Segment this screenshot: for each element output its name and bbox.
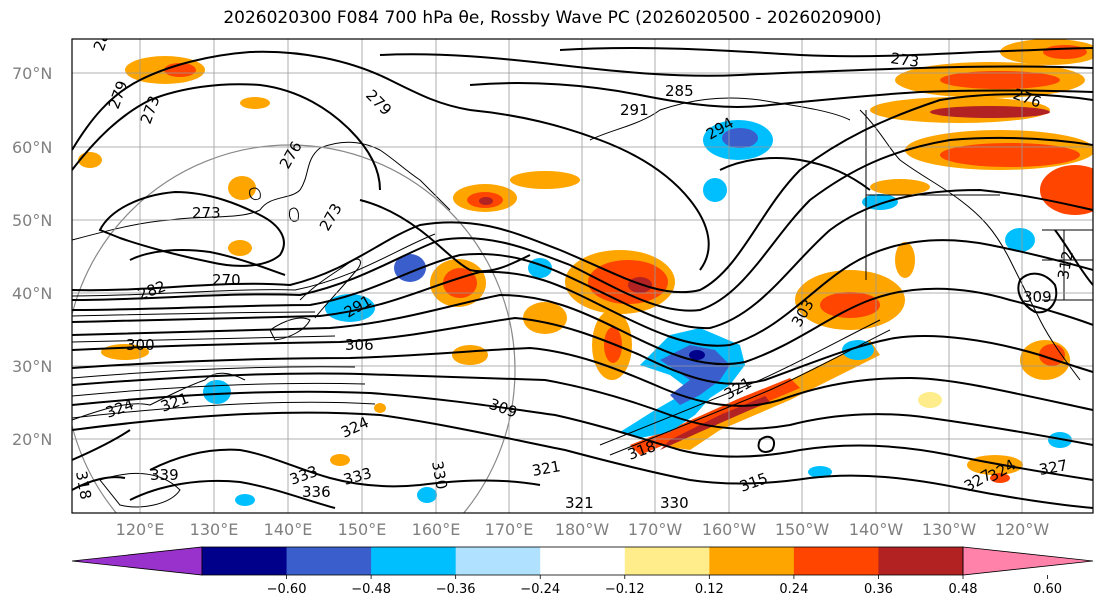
colorbar-extend-max xyxy=(962,546,1094,576)
colorbar-tick-label: 0.36 xyxy=(864,582,893,597)
lon-tick-label: 150°W xyxy=(775,520,830,539)
colorbar-tick-label: 0.60 xyxy=(1033,582,1062,597)
colorbar-segment xyxy=(793,547,879,575)
colorbar-tick-label: −0.24 xyxy=(520,582,560,597)
contour-label: 321 xyxy=(565,494,594,512)
colorbar-segment xyxy=(455,547,541,575)
colorbar-tick-label: −0.12 xyxy=(605,582,645,597)
colorbar-tick-label: 0.48 xyxy=(949,582,978,597)
lon-tick-label: 140°W xyxy=(849,520,904,539)
contour-label: 321 xyxy=(531,457,562,480)
contour-label: 309 xyxy=(1023,288,1052,306)
lon-tick-label: 180°W xyxy=(555,520,610,539)
lon-tick-label: 160°W xyxy=(702,520,757,539)
colorbar-extend-min xyxy=(71,546,203,576)
lat-tick-label: 40°N xyxy=(12,284,52,303)
coastlines xyxy=(72,97,1093,508)
lat-tick-label: 70°N xyxy=(12,64,52,83)
contour-label: 330 xyxy=(660,494,689,512)
anomaly-shading xyxy=(78,39,1093,506)
contour-label: 285 xyxy=(665,82,694,100)
lon-tick-label: 120°W xyxy=(995,520,1050,539)
colorbar-tick-label: −0.36 xyxy=(436,582,476,597)
lon-tick-label: 130°E xyxy=(190,520,239,539)
lon-tick-label: 130°W xyxy=(922,520,977,539)
map-frame xyxy=(71,38,1094,514)
lat-tick-label: 20°N xyxy=(12,430,52,449)
map-plot-area: 279 285 273 276 273 279 285 291 294 273 … xyxy=(72,39,1093,513)
colorbar-segment xyxy=(540,547,626,575)
contour-label: 270 xyxy=(212,271,241,289)
graticule xyxy=(72,39,1093,513)
theta-e-contours xyxy=(72,46,1093,509)
lat-tick-label: 60°N xyxy=(12,138,52,157)
colorbar: −0.60 −0.48 −0.36 −0.24 −0.12 0.12 0.24 0.36 0.4… xyxy=(71,546,1094,597)
colorbar-segment xyxy=(624,547,710,575)
contour-label: 273 xyxy=(889,49,920,71)
contour-label: 306 xyxy=(345,336,374,354)
lon-tick-label: 120°E xyxy=(116,520,165,539)
colorbar-tick-label: −0.60 xyxy=(267,582,307,597)
contour-label: 327 xyxy=(1038,456,1069,479)
contour-label: 291 xyxy=(620,101,649,119)
colorbar-tick-label: 0.12 xyxy=(695,582,724,597)
colorbar-segment xyxy=(878,547,964,575)
colorbar-tick-label: 0.24 xyxy=(779,582,808,597)
contour-label: 330 xyxy=(428,460,451,491)
map-title: 2026020300 F084 700 hPa θe, Rossby Wave … xyxy=(223,8,882,28)
contour-label: 273 xyxy=(192,204,221,222)
contour-label: 300 xyxy=(126,336,155,354)
contour-label: 318 xyxy=(72,470,95,501)
colorbar-segment xyxy=(202,547,288,575)
contour-label: 312 xyxy=(1054,249,1077,280)
lon-tick-label: 150°E xyxy=(338,520,387,539)
lon-tick-label: 140°E xyxy=(264,520,313,539)
colorbar-frame xyxy=(201,546,964,576)
colorbar-segment xyxy=(371,547,457,575)
lon-tick-label: 170°E xyxy=(485,520,534,539)
lat-tick-label: 50°N xyxy=(12,211,52,230)
theta-e-contours-thin xyxy=(72,233,891,456)
lon-tick-label: 160°E xyxy=(412,520,461,539)
colorbar-segment xyxy=(286,547,372,575)
contour-label: 339 xyxy=(150,466,179,484)
latitude-axis: 70°N 60°N 50°N 40°N 30°N 20°N xyxy=(12,64,52,449)
negative-anomaly-region xyxy=(203,120,1072,506)
contour-label: 336 xyxy=(302,483,331,501)
reference-circle xyxy=(72,144,516,513)
lat-tick-label: 30°N xyxy=(12,357,52,376)
colorbar-tick-label: −0.48 xyxy=(351,582,391,597)
longitude-axis: 120°E 130°E 140°E 150°E 160°E 170°E 180°… xyxy=(116,520,1050,539)
colorbar-segment xyxy=(709,547,795,575)
lon-tick-label: 170°W xyxy=(628,520,683,539)
